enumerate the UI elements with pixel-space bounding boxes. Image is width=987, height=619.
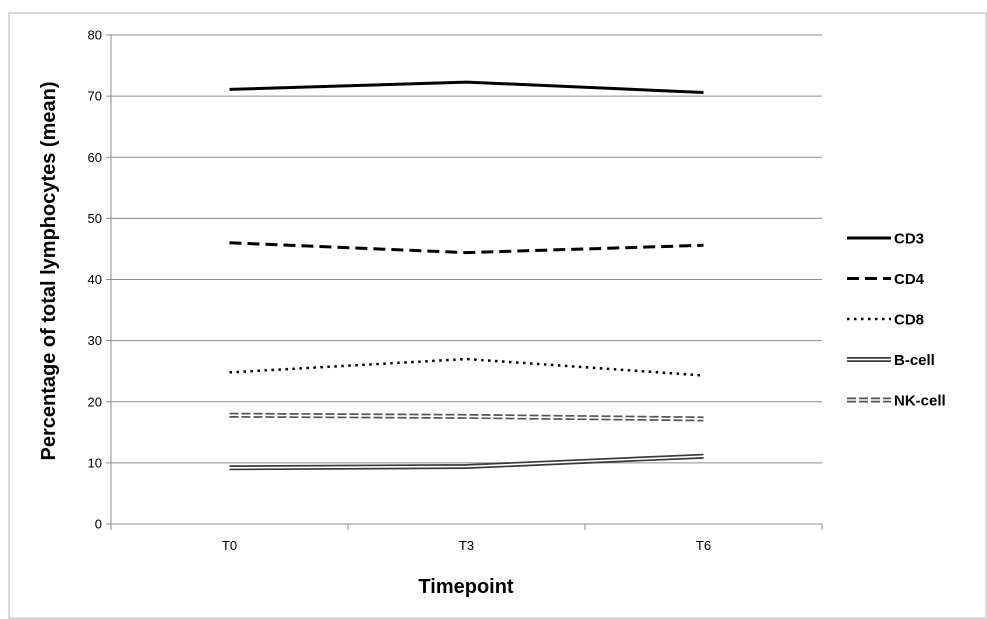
series-line-cd4 bbox=[229, 241, 704, 255]
y-tick-label: 0 bbox=[95, 517, 102, 532]
legend-label: NK-cell bbox=[894, 393, 946, 410]
chart-frame bbox=[8, 12, 987, 619]
series-lines bbox=[229, 80, 704, 471]
axes: 0 10 20 30 40 50 60 70 80 T0 T3 T6 bbox=[88, 28, 823, 553]
y-tick-label: 60 bbox=[88, 150, 102, 165]
legend-label: CD8 bbox=[894, 312, 924, 329]
y-tick-label: 70 bbox=[88, 89, 102, 104]
x-tick-label: T6 bbox=[696, 538, 711, 553]
legend-item-b-cell: B-cell bbox=[847, 352, 935, 369]
legend-label: CD3 bbox=[894, 231, 924, 248]
legend-label: B-cell bbox=[894, 352, 935, 369]
legend-item-cd8: CD8 bbox=[847, 312, 924, 329]
y-tick-label: 30 bbox=[88, 333, 102, 348]
x-tick-label: T0 bbox=[222, 538, 237, 553]
legend: CD3 CD4 CD8 B-cell NK-cell bbox=[847, 231, 946, 410]
y-tick-label: 20 bbox=[88, 394, 102, 409]
y-tick-label: 50 bbox=[88, 211, 102, 226]
series-line-nk-cell bbox=[229, 412, 704, 422]
y-tick-label: 40 bbox=[88, 272, 102, 287]
series-line-cd8 bbox=[229, 357, 704, 377]
y-axis-title: Percentage of total lymphocytes (mean) bbox=[38, 82, 60, 461]
legend-item-cd3: CD3 bbox=[847, 231, 924, 248]
legend-label: CD4 bbox=[894, 271, 925, 288]
y-tick-label: 80 bbox=[88, 28, 102, 43]
series-line-b-cell bbox=[229, 453, 704, 471]
legend-item-nk-cell: NK-cell bbox=[847, 393, 946, 410]
y-tick-label: 10 bbox=[88, 455, 102, 470]
x-tick-label: T3 bbox=[459, 538, 474, 553]
legend-item-cd4: CD4 bbox=[847, 271, 925, 288]
gridlines bbox=[111, 34, 822, 464]
series-line-cd3 bbox=[229, 80, 704, 94]
x-axis-title: Timepoint bbox=[418, 576, 514, 598]
